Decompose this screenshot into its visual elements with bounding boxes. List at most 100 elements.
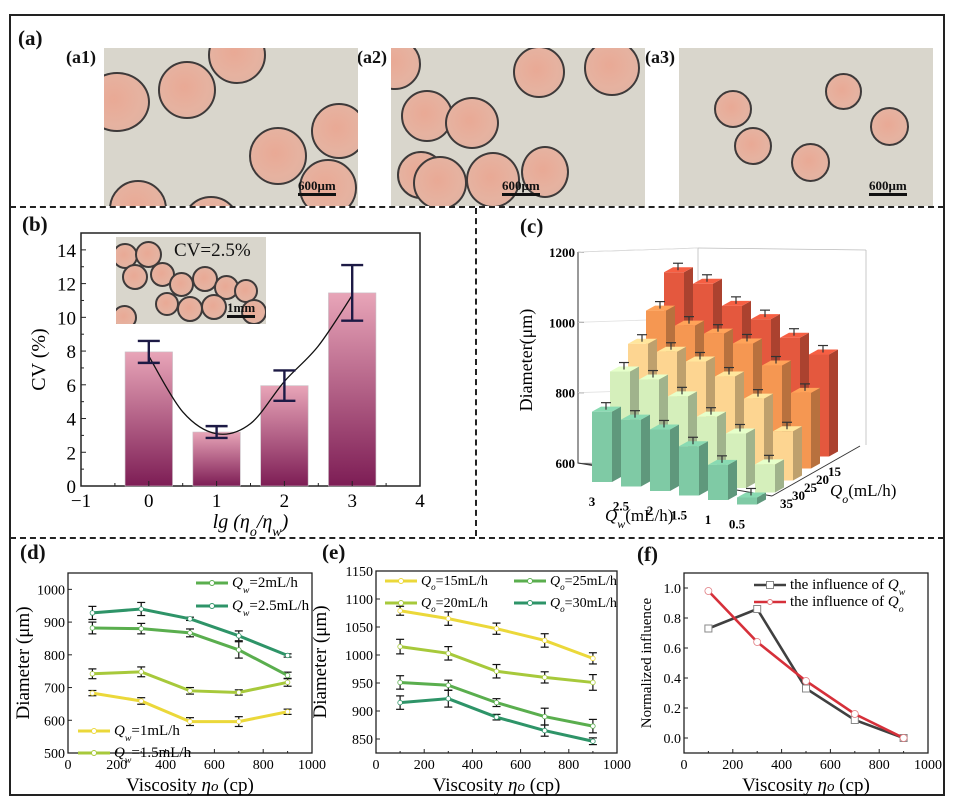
ztick-label-c: 800 — [556, 386, 576, 401]
inset-cv-text: CV=2.5% — [174, 240, 251, 261]
chart-f: 0 200 400 600 800 1000 0.0 0.2 0.4 0.6 0.8 1.0 Visco… — [639, 572, 942, 796]
xtick-label-e: 400 — [462, 758, 483, 773]
marker-f — [704, 587, 713, 595]
panel-d-label: (d) — [20, 540, 46, 564]
marker-d — [236, 633, 242, 639]
marker-e — [590, 723, 596, 729]
bar3d-c-Qo=35-4 — [708, 455, 737, 500]
ytick-label-e: 950 — [352, 677, 373, 692]
panel-a2-label: (a2) — [357, 47, 387, 67]
marker-f — [802, 677, 810, 685]
ylabel-e: Diameter (μm) — [310, 605, 331, 718]
divider-bc — [475, 208, 477, 536]
panel-c-label: (c) — [520, 214, 544, 238]
qw-tick-label-c: 2.5 — [613, 499, 630, 514]
xtick-label-b: 0 — [144, 491, 154, 512]
marker-e — [542, 713, 548, 720]
legend-label-e: Qo=20mL/h — [421, 596, 488, 614]
marker-d — [236, 647, 242, 653]
legend-label-e: Qo=25mL/h — [550, 574, 617, 592]
fit-curve-b — [148, 295, 353, 435]
panel-a1-label: (a1) — [66, 47, 96, 67]
ylabel-c: Qo(mL/h) — [830, 481, 896, 506]
chart-d: 0 200 400 600 800 1000 500 600 700 800 900 1000 Visc… — [13, 572, 326, 796]
ytick-label-e: 1150 — [346, 565, 373, 580]
marker-e — [397, 679, 403, 686]
marker-e — [590, 655, 596, 662]
ytick-label-d: 500 — [44, 747, 65, 762]
bar3d-c-Qo=35-5 — [737, 487, 766, 505]
marker-f — [704, 624, 713, 633]
xtick-label-f: 200 — [722, 758, 743, 773]
ylabel-b: CV (%) — [28, 328, 50, 390]
marker-d — [89, 671, 96, 677]
ytick-label-b: 12 — [57, 275, 76, 296]
marker-d — [89, 610, 96, 616]
ztick-label-c: 1000 — [549, 315, 575, 330]
ztick-label-c: 600 — [556, 456, 576, 471]
xtick-label-f: 600 — [820, 758, 841, 773]
marker-f — [802, 684, 810, 693]
marker-e — [445, 695, 451, 702]
qw-tick-label-c: 3 — [589, 494, 596, 509]
panel-a3-label: (a3) — [645, 47, 675, 67]
marker-d — [187, 630, 193, 636]
marker-f — [753, 605, 762, 613]
bar-b-2 — [260, 385, 309, 487]
xtick-label-e: 1000 — [603, 758, 631, 773]
ytick-label-b: 10 — [57, 308, 76, 329]
ytick-label-f: 0.4 — [664, 672, 682, 687]
xtick-label-b: 3 — [347, 491, 357, 512]
marker-d — [138, 669, 144, 675]
legend-label-d: Qw=2mL/h — [232, 575, 298, 596]
xtick-label-b: 4 — [415, 491, 425, 512]
marker-d — [89, 625, 96, 631]
xtick-label-f: 400 — [771, 758, 792, 773]
scale-bar-a3: 600μm — [869, 178, 907, 196]
xtick-label-d: 600 — [204, 758, 225, 773]
legend-item-e-2: Qo=25mL/h — [514, 574, 617, 592]
marker-e — [397, 608, 403, 614]
marker-d — [236, 689, 242, 696]
ylabel-f: Normalized influence — [639, 597, 655, 728]
qo-tick-label-c: 30 — [792, 488, 805, 503]
qw-tick-label-c: 1.5 — [671, 508, 688, 523]
xlabel-d: Viscosity ηo (cp) — [126, 775, 254, 796]
xtick-label-d: 200 — [106, 758, 127, 773]
xtick-label-e: 600 — [510, 758, 531, 773]
error-bar-b-1 — [205, 424, 228, 440]
xtick-label-e: 0 — [373, 758, 380, 773]
figure-frame — [9, 14, 945, 796]
grid-c — [577, 247, 699, 253]
marker-d — [89, 690, 96, 696]
marker-e — [445, 615, 451, 622]
ytick-label-d: 1000 — [37, 583, 65, 598]
xtick-label-f: 1000 — [914, 758, 942, 773]
zlabel-c: Diameter(μm) — [516, 309, 537, 412]
qo-tick-label-c: 35 — [780, 496, 794, 511]
error-bar-b-0 — [137, 339, 160, 365]
inset-micrograph-b: CV=2.5% 1mm — [116, 237, 266, 324]
legend-label-d: Qw=2.5mL/h — [232, 598, 310, 619]
micrograph-a1: 600μm — [104, 48, 358, 206]
ytick-label-b: 4 — [67, 410, 77, 431]
xtick-label-f: 800 — [869, 758, 890, 773]
marker-d — [284, 709, 291, 715]
xtick-label-f: 0 — [681, 758, 688, 773]
ytick-label-d: 600 — [44, 714, 65, 729]
ytick-label-b: 2 — [67, 443, 77, 464]
bar-b-1 — [192, 431, 241, 487]
marker-d — [284, 652, 291, 659]
panel-e-label: (e) — [322, 540, 346, 564]
panel-a-label: (a) — [18, 26, 43, 50]
ytick-label-b: 0 — [67, 477, 77, 498]
legend-label-e: Qo=15mL/h — [421, 574, 488, 592]
xtick-label-b: 1 — [212, 491, 222, 512]
ytick-label-d: 800 — [44, 649, 65, 664]
qw-tick-label-c: 1 — [705, 512, 712, 527]
marker-d — [236, 718, 242, 725]
legend-item-e-1: Qo=20mL/h — [385, 596, 488, 614]
bar-b-0 — [124, 351, 173, 487]
